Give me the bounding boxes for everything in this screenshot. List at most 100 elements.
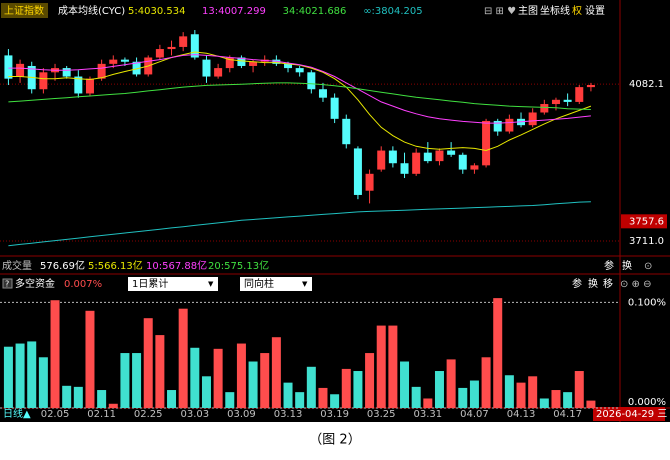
bar xyxy=(271,337,281,408)
bar xyxy=(365,353,375,408)
panel-button[interactable]: 参 xyxy=(572,277,582,290)
legend-entry: 34:4021.686 xyxy=(283,6,347,17)
tool-button[interactable]: 坐标线 xyxy=(540,4,570,17)
bar xyxy=(376,325,386,408)
bar xyxy=(132,353,142,408)
bar xyxy=(318,387,328,408)
candle-body xyxy=(120,59,129,62)
background xyxy=(0,0,670,422)
candle-body xyxy=(563,99,572,102)
bar xyxy=(353,371,363,408)
flow-value: 0.007% xyxy=(64,279,102,290)
volume-total: 576.69亿 xyxy=(40,259,85,272)
tool-button[interactable]: 权 xyxy=(572,4,582,17)
candle-body xyxy=(540,104,549,113)
panel-button[interactable]: 换 xyxy=(622,259,632,272)
period-label[interactable]: 日线▲ xyxy=(3,407,31,420)
x-tick-label: 03.19 xyxy=(320,409,349,420)
flow-title: 多空资金 xyxy=(15,277,55,290)
bar xyxy=(574,371,584,408)
tool-button[interactable]: 设置 xyxy=(585,5,605,17)
candle-body xyxy=(551,99,560,105)
bar xyxy=(330,394,340,408)
dropdown[interactable] xyxy=(128,277,218,291)
bar xyxy=(27,341,37,408)
candle-body xyxy=(225,57,234,69)
caption: （图 2） xyxy=(309,433,360,448)
volume-label: 成交量 xyxy=(2,259,32,272)
dropdown[interactable] xyxy=(240,277,312,291)
y-tick-label: 3711.0 xyxy=(629,236,664,247)
bar xyxy=(85,310,95,408)
bar xyxy=(108,403,118,408)
x-tick-label: 02.05 xyxy=(41,409,70,420)
dropdown-label: 1日累计 xyxy=(132,277,168,290)
bar xyxy=(260,353,270,408)
candle-body xyxy=(318,89,327,98)
bar xyxy=(469,380,479,408)
candle-body xyxy=(365,173,374,191)
candle-body xyxy=(74,76,83,94)
candle-body xyxy=(400,163,409,174)
candle-body xyxy=(586,85,595,88)
candle-body xyxy=(528,112,537,126)
y-tick-label: 0.100% xyxy=(628,297,666,308)
bar xyxy=(423,398,433,408)
bar xyxy=(493,298,503,408)
price-marker xyxy=(621,214,667,229)
candle-body xyxy=(447,150,456,155)
candle-body xyxy=(202,59,211,77)
dropdown-label: 同向柱 xyxy=(244,277,274,290)
panel-icon[interactable]: ⊙ xyxy=(644,261,652,272)
help-glyph: ? xyxy=(5,280,9,289)
panel-icons[interactable]: ⊙ ⊕ ⊖ xyxy=(620,279,652,290)
legend-entry: 13:4007.299 xyxy=(202,6,266,17)
dropdown-arrow: ▼ xyxy=(302,280,308,288)
candle-body xyxy=(295,68,304,73)
ma-line xyxy=(8,82,591,110)
panel-button[interactable]: 移 xyxy=(603,277,613,290)
candle-body xyxy=(412,152,421,174)
bar xyxy=(50,300,60,408)
bar xyxy=(504,375,514,408)
ma-line xyxy=(8,201,591,247)
panel-button[interactable]: 换 xyxy=(588,277,598,290)
bar xyxy=(516,382,526,408)
help-icon[interactable] xyxy=(2,278,13,289)
bar xyxy=(400,361,410,408)
indicator-name: 成本均线(CYC) xyxy=(58,4,125,17)
candle-body xyxy=(155,49,164,58)
index-badge xyxy=(1,3,48,18)
bar xyxy=(225,392,235,408)
bar xyxy=(539,398,549,408)
candle-body xyxy=(575,87,584,102)
candle-body xyxy=(39,72,48,90)
ma-line xyxy=(8,54,591,124)
panel-button[interactable]: 参 xyxy=(604,259,614,272)
y-tick-label: 0.000% xyxy=(628,397,666,408)
tool-button[interactable]: 主图 xyxy=(518,5,538,17)
candle-body xyxy=(284,63,293,69)
candle-body xyxy=(249,61,258,66)
bar xyxy=(434,371,444,408)
candle-body xyxy=(16,63,25,77)
candle-body xyxy=(388,150,397,164)
cursor-date: 2026-04-29 三 xyxy=(596,409,667,420)
candle-body xyxy=(132,61,141,75)
bar xyxy=(528,376,538,408)
x-tick-label: 02.25 xyxy=(134,409,163,420)
candle-body xyxy=(493,120,502,132)
price-marker-label: 3757.6 xyxy=(629,216,664,227)
bar xyxy=(120,353,130,408)
tool-icons[interactable]: ⊟ ⊞ ♥ xyxy=(484,6,516,17)
bar xyxy=(283,382,293,408)
candle-body xyxy=(435,150,444,162)
candle-body xyxy=(62,68,71,77)
bar xyxy=(458,387,468,408)
bar xyxy=(551,390,561,408)
legend-entry: ∞:3804.205 xyxy=(363,6,422,17)
bar xyxy=(563,392,573,408)
bar xyxy=(15,343,25,408)
bar xyxy=(481,357,491,408)
